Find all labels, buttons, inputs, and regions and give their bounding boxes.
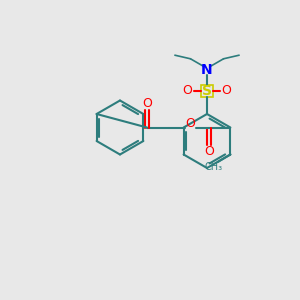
Text: O: O <box>204 145 214 158</box>
Text: O: O <box>183 84 192 97</box>
Text: CH₃: CH₃ <box>204 161 222 172</box>
FancyBboxPatch shape <box>201 85 213 97</box>
Text: S: S <box>202 84 212 98</box>
Text: O: O <box>142 97 152 110</box>
Text: N: N <box>201 63 213 77</box>
Text: O: O <box>185 117 195 130</box>
Text: O: O <box>222 84 231 97</box>
